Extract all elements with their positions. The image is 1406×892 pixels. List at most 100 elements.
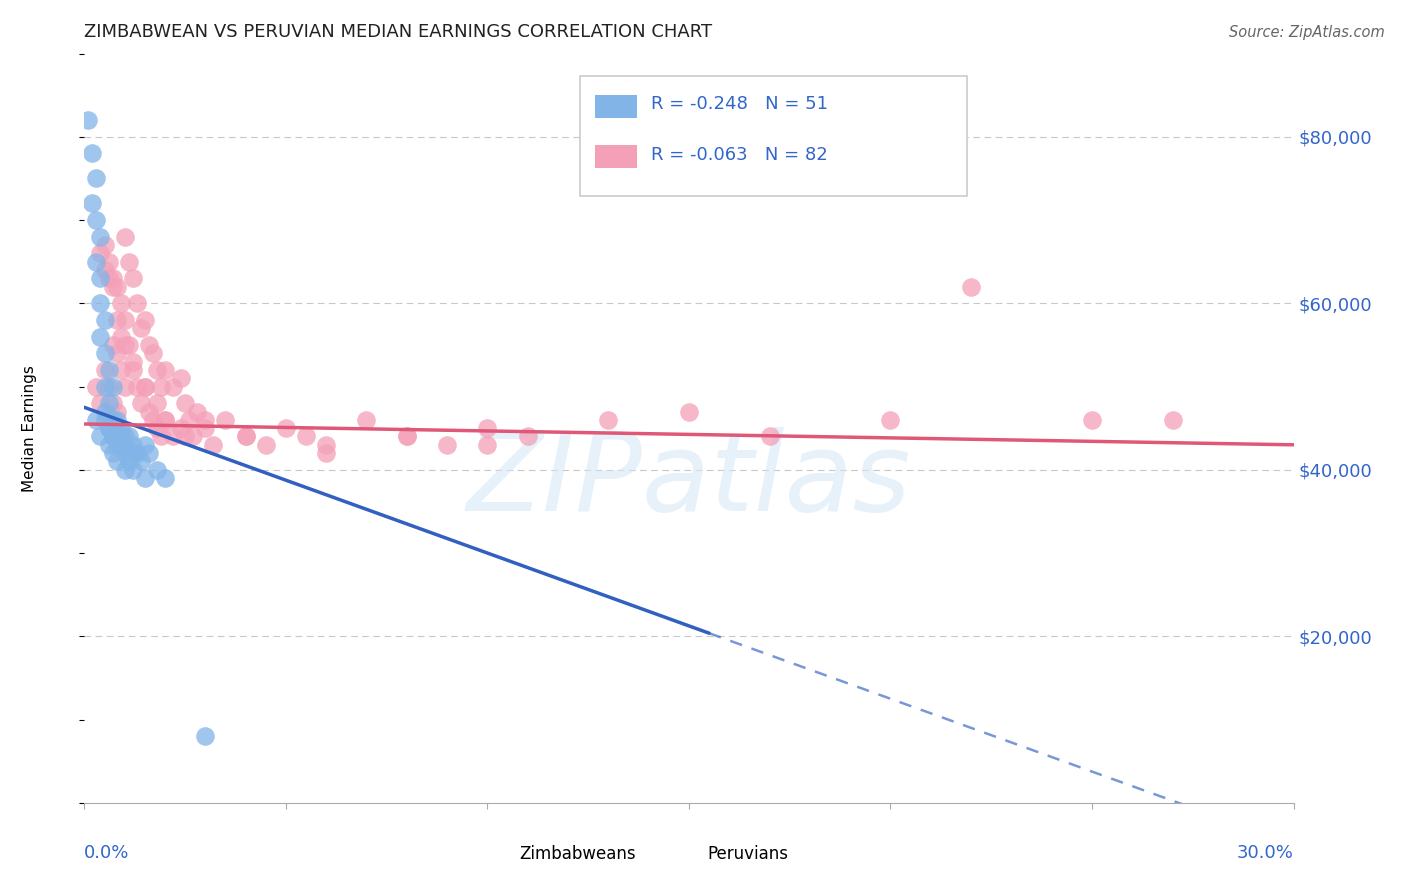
Point [235,429,257,443]
Point [114,338,136,352]
Point [134,438,156,452]
Point [97,271,120,285]
Point [179,413,201,427]
Point [678,404,700,418]
Point [97,421,120,435]
Point [93,313,115,327]
Point [121,438,143,452]
Point [101,413,124,427]
Point [477,421,499,435]
Point [153,363,176,377]
Point [170,421,193,435]
Point [89,246,111,260]
Point [114,429,136,443]
Point [114,313,136,327]
Point [101,279,124,293]
Point [129,454,152,468]
Point [125,379,148,393]
Point [170,371,193,385]
Point [146,363,169,377]
Point [82,146,104,161]
Point [516,429,538,443]
Point [142,413,165,427]
Point [134,379,156,393]
Point [105,438,128,452]
Point [1161,413,1184,427]
Point [105,413,128,427]
Point [121,446,143,460]
Point [77,113,100,128]
Point [146,421,169,435]
Point [395,429,418,443]
Text: ZIMBABWEAN VS PERUVIAN MEDIAN EARNINGS CORRELATION CHART: ZIMBABWEAN VS PERUVIAN MEDIAN EARNINGS C… [84,23,713,41]
Point [89,329,111,343]
Text: R = -0.063   N = 82: R = -0.063 N = 82 [651,145,828,163]
Point [194,413,217,427]
Point [93,263,115,277]
Point [149,429,172,443]
Point [121,463,143,477]
Point [82,196,104,211]
Point [274,421,297,435]
Text: R = -0.248   N = 51: R = -0.248 N = 51 [651,95,828,113]
Point [114,438,136,452]
Point [101,338,124,352]
Point [146,396,169,410]
Point [110,363,132,377]
Point [93,413,115,427]
Point [89,229,111,244]
Point [93,363,115,377]
Point [194,729,217,743]
Point [162,379,184,393]
Point [101,271,124,285]
Text: ZIPatlas: ZIPatlas [467,427,911,534]
Bar [595,95,637,118]
Point [174,396,197,410]
Point [89,296,111,310]
Point [598,413,620,427]
Point [153,413,176,427]
Point [93,379,115,393]
Text: Peruvians: Peruvians [707,845,789,863]
Point [254,438,277,452]
Point [93,404,115,418]
Point [436,438,458,452]
Point [235,429,257,443]
Point [149,379,172,393]
Point [153,471,176,485]
Point [118,254,141,268]
Bar [676,843,703,866]
Point [395,429,418,443]
Point [97,379,120,393]
Point [125,446,148,460]
Point [97,396,120,410]
Point [86,171,108,186]
Text: Median Earnings: Median Earnings [22,365,38,491]
Text: 0.0%: 0.0% [84,844,129,862]
Point [134,313,156,327]
Point [129,396,152,410]
Text: Zimbabweans: Zimbabweans [520,845,637,863]
Point [101,379,124,393]
Point [114,229,136,244]
Point [97,421,120,435]
Point [315,446,337,460]
Point [138,338,160,352]
Point [105,313,128,327]
Point [960,279,983,293]
Point [93,238,115,252]
Point [118,338,141,352]
Point [89,271,111,285]
Point [110,438,132,452]
Point [86,413,108,427]
Text: Source: ZipAtlas.com: Source: ZipAtlas.com [1229,25,1385,40]
Point [181,429,204,443]
Point [114,463,136,477]
Point [110,429,132,443]
Point [86,254,108,268]
Point [110,421,132,435]
Point [105,429,128,443]
Point [86,213,108,227]
Point [97,254,120,268]
Point [101,396,124,410]
